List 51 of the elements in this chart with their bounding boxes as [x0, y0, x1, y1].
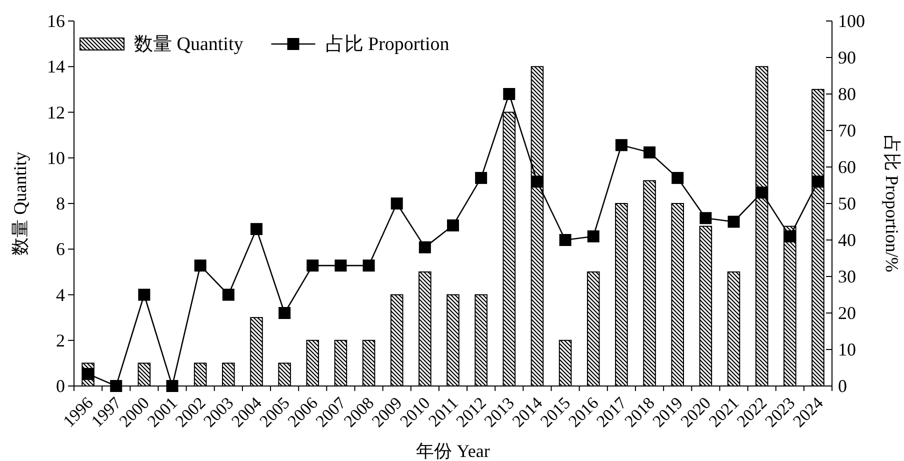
point: [784, 230, 796, 242]
point: [138, 288, 150, 301]
point: [587, 230, 600, 242]
y2-tick-label: 70: [838, 120, 856, 140]
y2-tick-label: 10: [838, 340, 856, 360]
point: [531, 176, 544, 188]
point: [644, 146, 656, 158]
x-axis-title: 年份 Year: [416, 441, 490, 461]
y-tick-label: 0: [56, 376, 65, 396]
y2-tick-label: 100: [838, 11, 865, 31]
point: [110, 380, 122, 392]
point: [194, 260, 206, 272]
y-tick-label: 2: [56, 330, 65, 350]
y2-tick-label: 0: [838, 376, 847, 396]
y2-tick-label: 30: [838, 266, 856, 286]
point: [334, 260, 347, 272]
y-tick-label: 8: [56, 194, 65, 214]
point: [756, 186, 768, 199]
y2-tick-label: 80: [838, 84, 856, 104]
point: [278, 307, 291, 319]
point: [418, 241, 431, 254]
point: [250, 223, 262, 236]
point: [475, 172, 488, 184]
y-tick-label: 12: [47, 102, 65, 122]
y-axis-title: 数量 Quantity: [10, 152, 30, 256]
point: [700, 212, 712, 224]
y2-tick-label: 90: [838, 48, 856, 68]
point: [362, 260, 375, 272]
y2-tick-label: 40: [838, 230, 856, 250]
y-tick-label: 4: [56, 284, 65, 305]
point: [728, 216, 740, 228]
legend-label: 数量 Quantity: [134, 34, 244, 55]
point: [559, 234, 572, 246]
y-tick-label: 14: [47, 56, 65, 77]
point: [306, 260, 319, 272]
y2-axis-title: 占比 Proportion/%: [882, 134, 902, 272]
point: [222, 288, 234, 301]
y-tick-label: 16: [47, 11, 65, 31]
point: [166, 380, 178, 392]
point: [615, 139, 628, 152]
y2-tick-label: 60: [838, 157, 856, 177]
legend-label: 占比 Proportion: [325, 34, 450, 55]
point: [503, 88, 516, 100]
y2-tick-label: 20: [838, 303, 856, 323]
point: [812, 176, 824, 188]
point: [447, 219, 459, 232]
y2-tick-label: 50: [838, 194, 856, 214]
y-tick-label: 6: [56, 239, 65, 260]
point: [672, 172, 684, 184]
y-tick-label: 10: [47, 148, 65, 168]
point: [390, 198, 403, 210]
